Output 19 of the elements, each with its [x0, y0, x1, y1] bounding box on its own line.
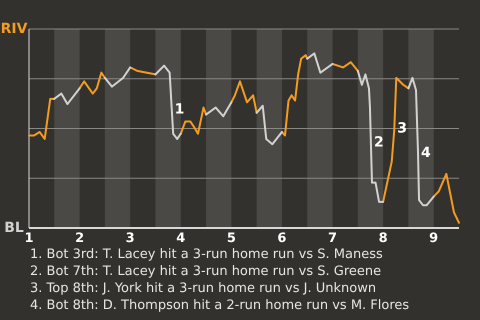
x-tick-label: 4	[176, 231, 186, 246]
annotation: 3	[397, 120, 407, 136]
text: RIV	[0, 21, 28, 37]
annotation: 4	[421, 144, 432, 161]
text: 4. Bot 8th: D. Thompson hit a 2-run home run vs M. Flores	[30, 298, 410, 313]
x-tick-label: 8	[378, 231, 388, 246]
x-tick-label: 5	[226, 231, 236, 246]
annotation: 2	[374, 134, 384, 150]
x-tick-label: 1	[24, 231, 34, 246]
x-tick-label: 9	[429, 231, 438, 246]
x-tick-label: 7	[328, 231, 338, 246]
text: 2. Bot 7th: T. Lacey hit a 3-run home run vs S. Greene	[30, 264, 382, 279]
x-tick-label: 3	[126, 231, 135, 246]
x-tick-label: 2	[75, 231, 84, 246]
text: BL	[4, 220, 24, 236]
x-tick-label: 6	[277, 231, 286, 246]
text: 3. Top 8th: J. York hit a 3-run home run vs J. Unknown	[30, 281, 376, 296]
text: 1. Bot 3rd: T. Lacey hit a 3-run home run vs S. Maness	[30, 247, 383, 262]
annotation: 1	[174, 101, 184, 118]
